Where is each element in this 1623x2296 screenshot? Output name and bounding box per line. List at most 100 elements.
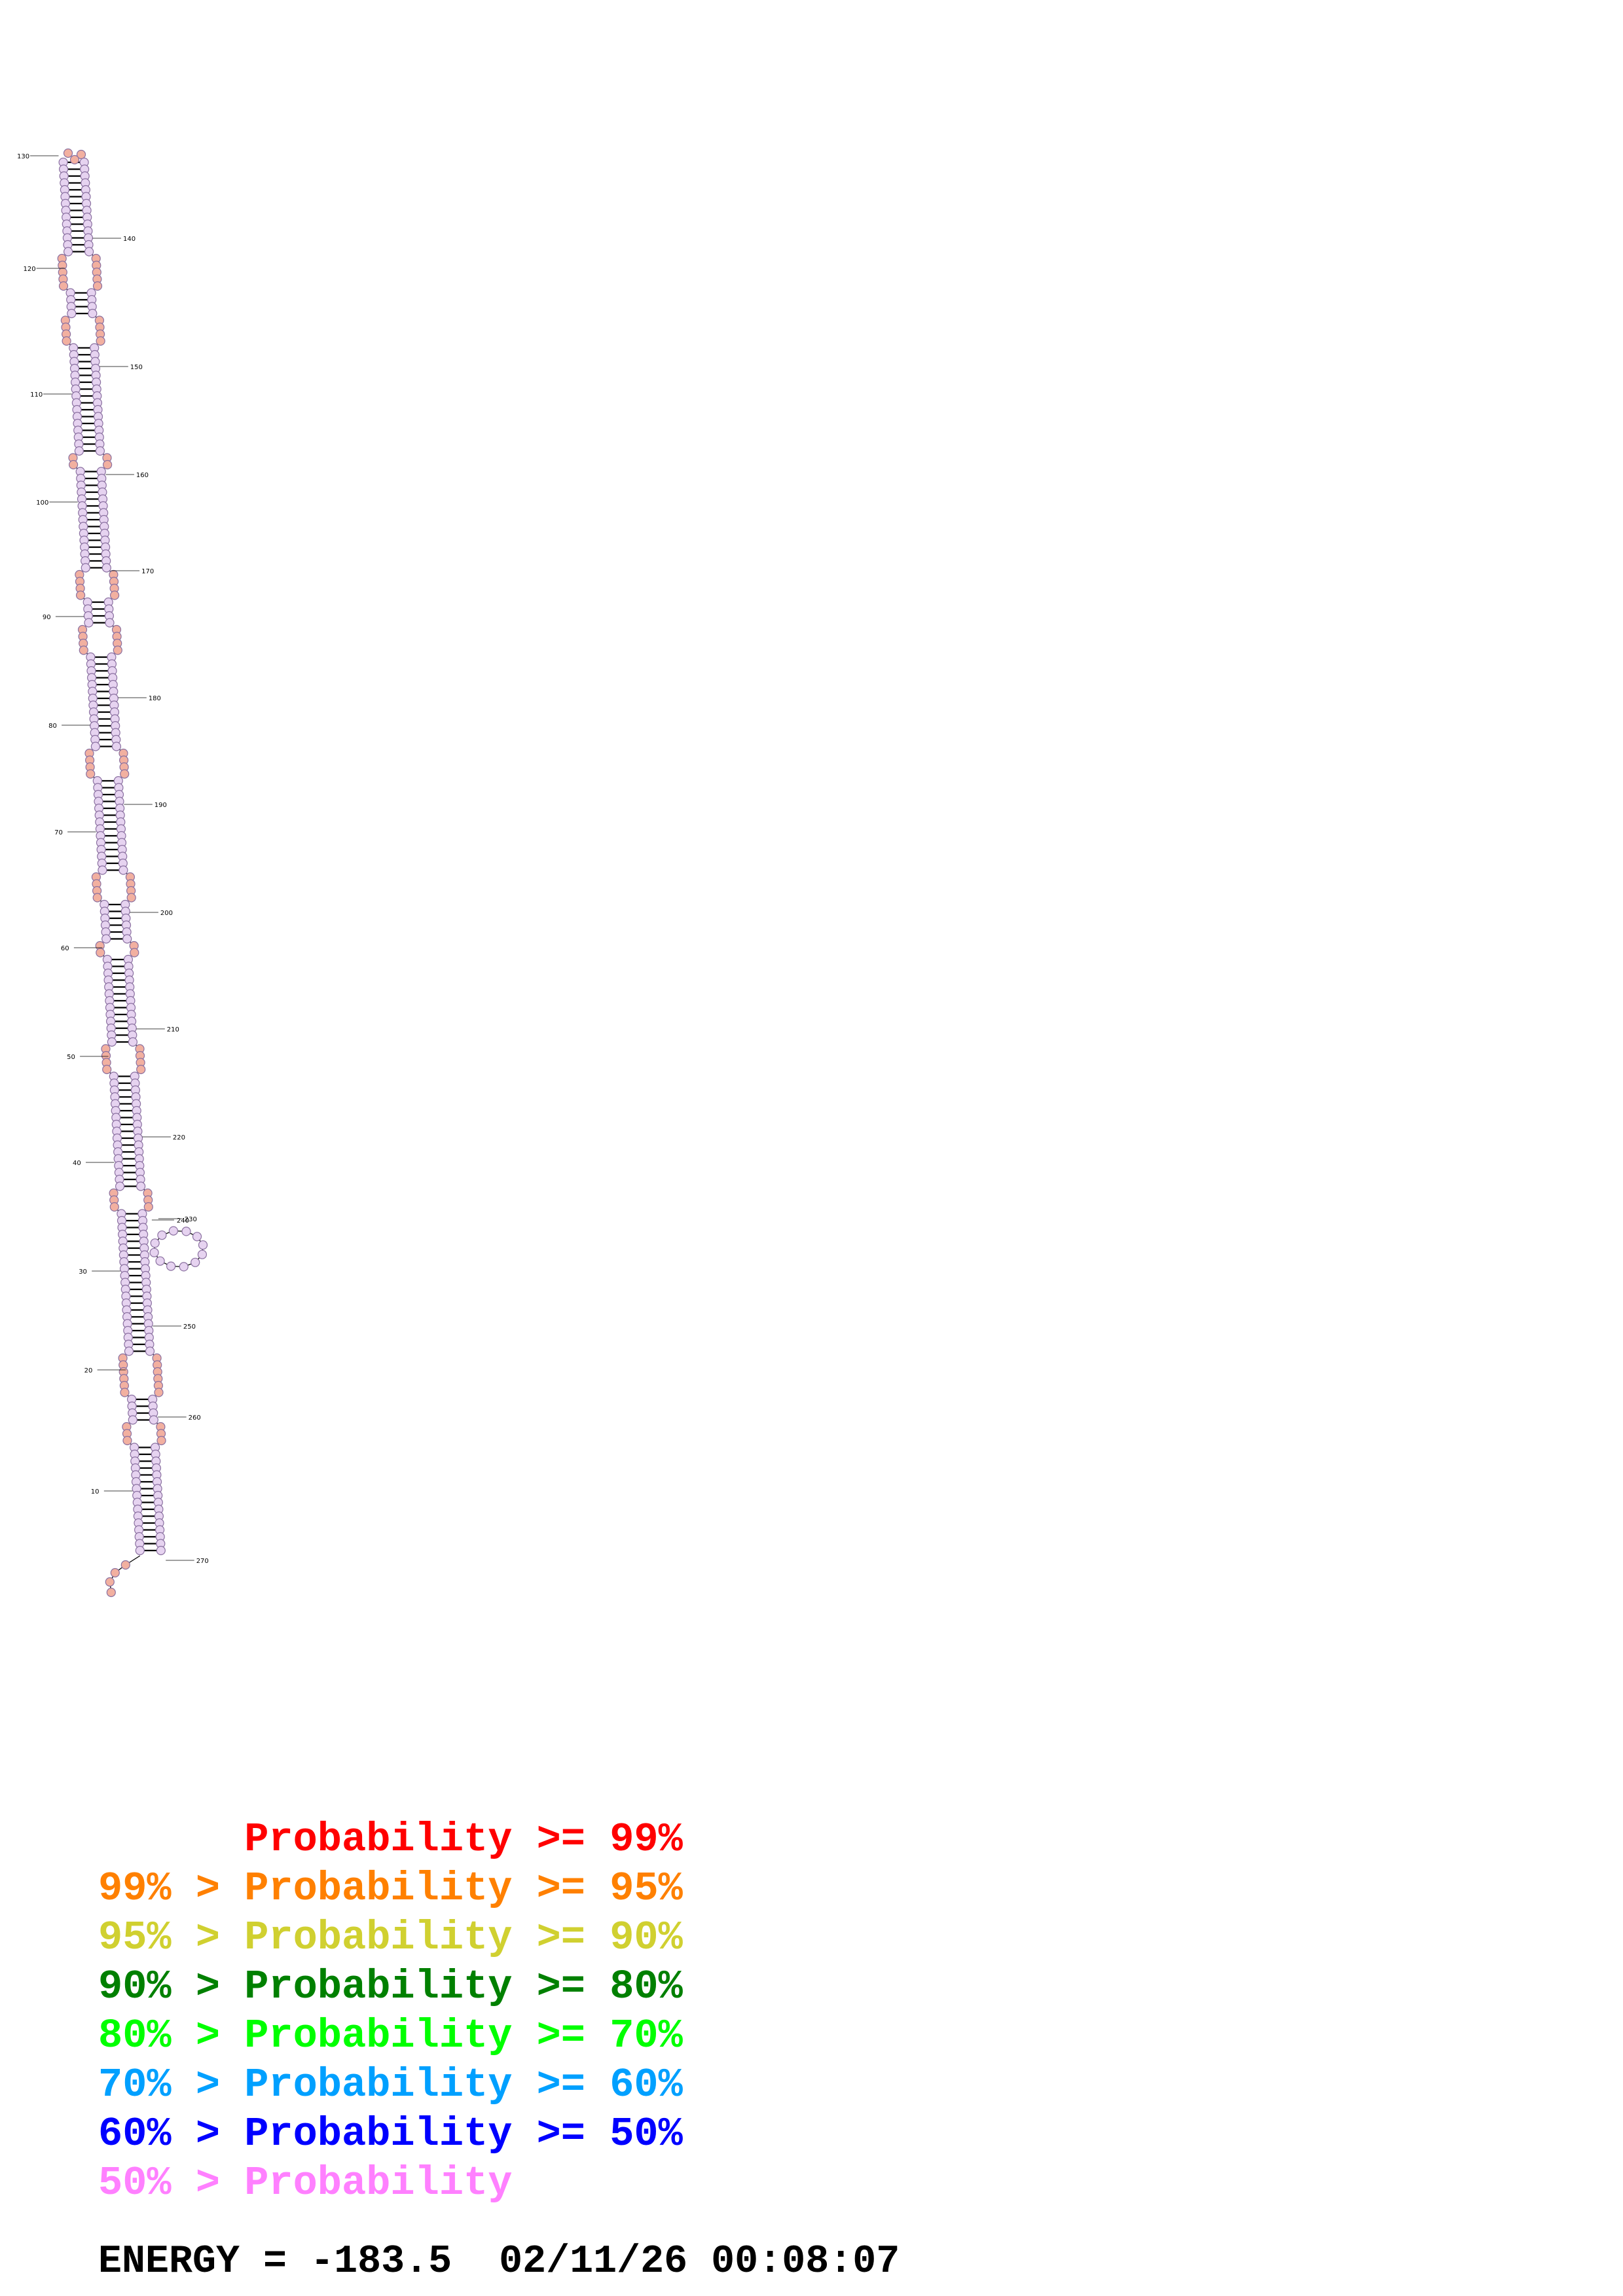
nucleotide (136, 1064, 146, 1075)
nucleotide (157, 1230, 167, 1240)
legend-prefix: 95% > (98, 1914, 221, 1961)
legend-prefix: 99% > (98, 1865, 221, 1912)
nucleotide (96, 948, 105, 958)
position-label: 110 (30, 391, 43, 399)
nucleotide (135, 1545, 145, 1556)
position-label: 200 (160, 910, 173, 917)
nucleotide (122, 1435, 132, 1446)
nucleotide (102, 1064, 112, 1075)
nucleotide (103, 459, 113, 470)
position-label: 240 (177, 1217, 189, 1225)
position-label: 180 (149, 695, 161, 702)
nucleotide (110, 590, 120, 600)
nucleotide (130, 948, 139, 958)
nucleotide (74, 446, 84, 456)
position-ticks: 10 20 30 40 50 60 70 80 90 100 110 120 130 140 150 160 1… (17, 153, 209, 1565)
nucleotide (128, 1415, 137, 1425)
position-label: 60 (61, 945, 69, 952)
position-label: 230 (185, 1216, 197, 1223)
position-label: 150 (130, 364, 143, 371)
nucleotide (191, 1257, 200, 1267)
legend-prefix: 50% > (98, 2160, 221, 2206)
nucleotide (155, 1256, 165, 1266)
nucleotide (84, 247, 94, 257)
nucleotide (101, 934, 111, 944)
legend-value: 99% (610, 1816, 683, 1863)
position-label: 250 (183, 1323, 196, 1331)
position-label: 170 (141, 568, 154, 575)
nucleotide (105, 1577, 115, 1587)
nucleotide (168, 1226, 178, 1236)
nucleotide (126, 893, 136, 903)
nucleotide (128, 1037, 137, 1047)
nucleotide (105, 618, 115, 628)
nucleotide (67, 308, 77, 319)
position-label: 40 (73, 1160, 81, 1167)
legend-prefix: 80% > (98, 2013, 221, 2059)
nucleotide (96, 336, 105, 346)
legend-value: 80% (610, 1964, 683, 2010)
legend-value: 60% (610, 2062, 683, 2108)
energy-footer: ENERGY = -183.5 02/11/26 00:08:07 (98, 2240, 900, 2284)
nucleotide (75, 590, 86, 600)
nucleotide (101, 563, 111, 573)
position-label: 70 (54, 829, 63, 836)
nucleotide (120, 1560, 130, 1570)
nucleotide (122, 934, 132, 944)
nucleotide (154, 1388, 164, 1397)
legend-operator: >= (536, 1865, 586, 1912)
legend-operator: >= (536, 1816, 586, 1863)
legend-prefix: 90% > (98, 1964, 221, 2010)
nucleotide (120, 1388, 130, 1397)
legend-value: 50% (610, 2111, 683, 2157)
legend-value: 70% (610, 2013, 683, 2059)
nucleotide (88, 308, 98, 319)
position-label: 210 (167, 1026, 179, 1033)
nucleotide (62, 336, 71, 346)
position-label: 80 (48, 723, 57, 730)
nucleotide (119, 865, 128, 875)
legend-label: Probability (244, 2062, 513, 2108)
nucleotide (76, 149, 86, 160)
legend-label: Probability (244, 2111, 513, 2157)
nucleotide (98, 865, 107, 875)
nucleotide (192, 1232, 202, 1242)
nucleotide (92, 893, 102, 903)
nucleotide (86, 769, 96, 779)
nucleotide (84, 618, 94, 628)
nucleotide (197, 1249, 207, 1259)
base-pair-bonds (67, 161, 157, 1552)
nucleotide (179, 1262, 189, 1272)
nucleotide (79, 645, 88, 655)
nucleotide (58, 281, 69, 291)
nucleotide (181, 1227, 191, 1236)
nucleotide (143, 1202, 153, 1212)
nucleotide (149, 1247, 159, 1257)
nucleotide (136, 1181, 146, 1191)
nucleotide (149, 1415, 158, 1425)
legend-value: 95% (610, 1865, 683, 1912)
position-label: 220 (173, 1134, 185, 1141)
legend-label: Probability (244, 1865, 513, 1912)
nucleotide (156, 1545, 166, 1556)
position-label: 160 (136, 472, 149, 479)
position-label: 140 (123, 236, 136, 243)
legend-prefix: 60% > (98, 2111, 221, 2157)
nucleotide (109, 1202, 119, 1212)
position-label: 260 (189, 1414, 201, 1422)
nucleotide (69, 154, 80, 165)
nucleotide (166, 1261, 176, 1271)
legend-value: 90% (610, 1914, 683, 1961)
nucleotide (150, 1238, 160, 1248)
legend-label: Probability (244, 1914, 513, 1961)
rna-structure-diagram: 10 20 30 40 50 60 70 80 90 100 110 120 130 140 150 160 1… (17, 148, 209, 1598)
nucleotide (90, 742, 100, 751)
legend-label: Probability (244, 1964, 513, 2010)
nucleotide (110, 1568, 120, 1578)
position-label: 30 (79, 1268, 87, 1276)
position-label: 120 (24, 266, 36, 273)
legend-label: Probability (244, 2160, 513, 2206)
nucleotide (92, 281, 103, 291)
position-label: 50 (67, 1054, 75, 1061)
nucleotide (68, 459, 79, 470)
